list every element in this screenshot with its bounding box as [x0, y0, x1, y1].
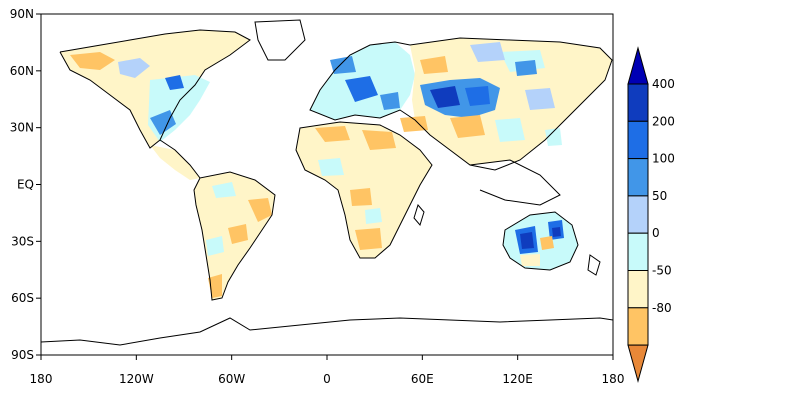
- coastlines: [41, 19, 613, 346]
- colorbar-bin: [627, 270, 649, 309]
- colorbar-bin: [627, 195, 649, 234]
- x-tick-label: 120E: [502, 372, 533, 386]
- x-tick-label: 60E: [411, 372, 434, 386]
- colorbar-bin: [627, 307, 649, 346]
- colorbar-label: 50: [652, 189, 667, 203]
- y-tick-label: 90N: [10, 7, 34, 21]
- colorbar-bin: [627, 120, 649, 160]
- y-tick-label: 30N: [10, 121, 34, 135]
- colorbar: 400 200 100 50 0 -50 -80: [627, 46, 675, 383]
- colorbar-bin: [627, 83, 649, 122]
- colorbar-label: 200: [652, 114, 675, 128]
- y-tick-label: 60S: [11, 291, 34, 305]
- x-tick-label: 180: [30, 372, 53, 386]
- antarctica-coast: [41, 317, 613, 346]
- colorbar-label: -80: [652, 301, 672, 315]
- map-panel: [41, 14, 613, 355]
- x-tick-label: 120W: [119, 372, 154, 386]
- colorbar-label: 400: [652, 77, 675, 91]
- y-tick-label: EQ: [17, 178, 34, 192]
- x-tick-label: 60W: [218, 372, 245, 386]
- axis-ticks: 180 120W 60W 0 60E 120E 180 90N 60N 30N EQ 30S 60S 90…: [10, 7, 625, 386]
- x-tick-label: 180: [602, 372, 625, 386]
- x-tick-label: 0: [323, 372, 331, 386]
- y-tick-label: 30S: [11, 234, 34, 248]
- y-tick-label: 60N: [10, 64, 34, 78]
- colorbar-upper-triangle: [627, 46, 649, 85]
- colorbar-label: 100: [652, 152, 675, 166]
- colorbar-lower-triangle: [627, 344, 649, 383]
- colorbar-label: 0: [652, 226, 660, 240]
- colorbar-bin: [627, 158, 649, 197]
- colorbar-bin: [627, 232, 649, 271]
- y-tick-label: 90S: [11, 348, 34, 362]
- colorbar-label: -50: [652, 264, 672, 278]
